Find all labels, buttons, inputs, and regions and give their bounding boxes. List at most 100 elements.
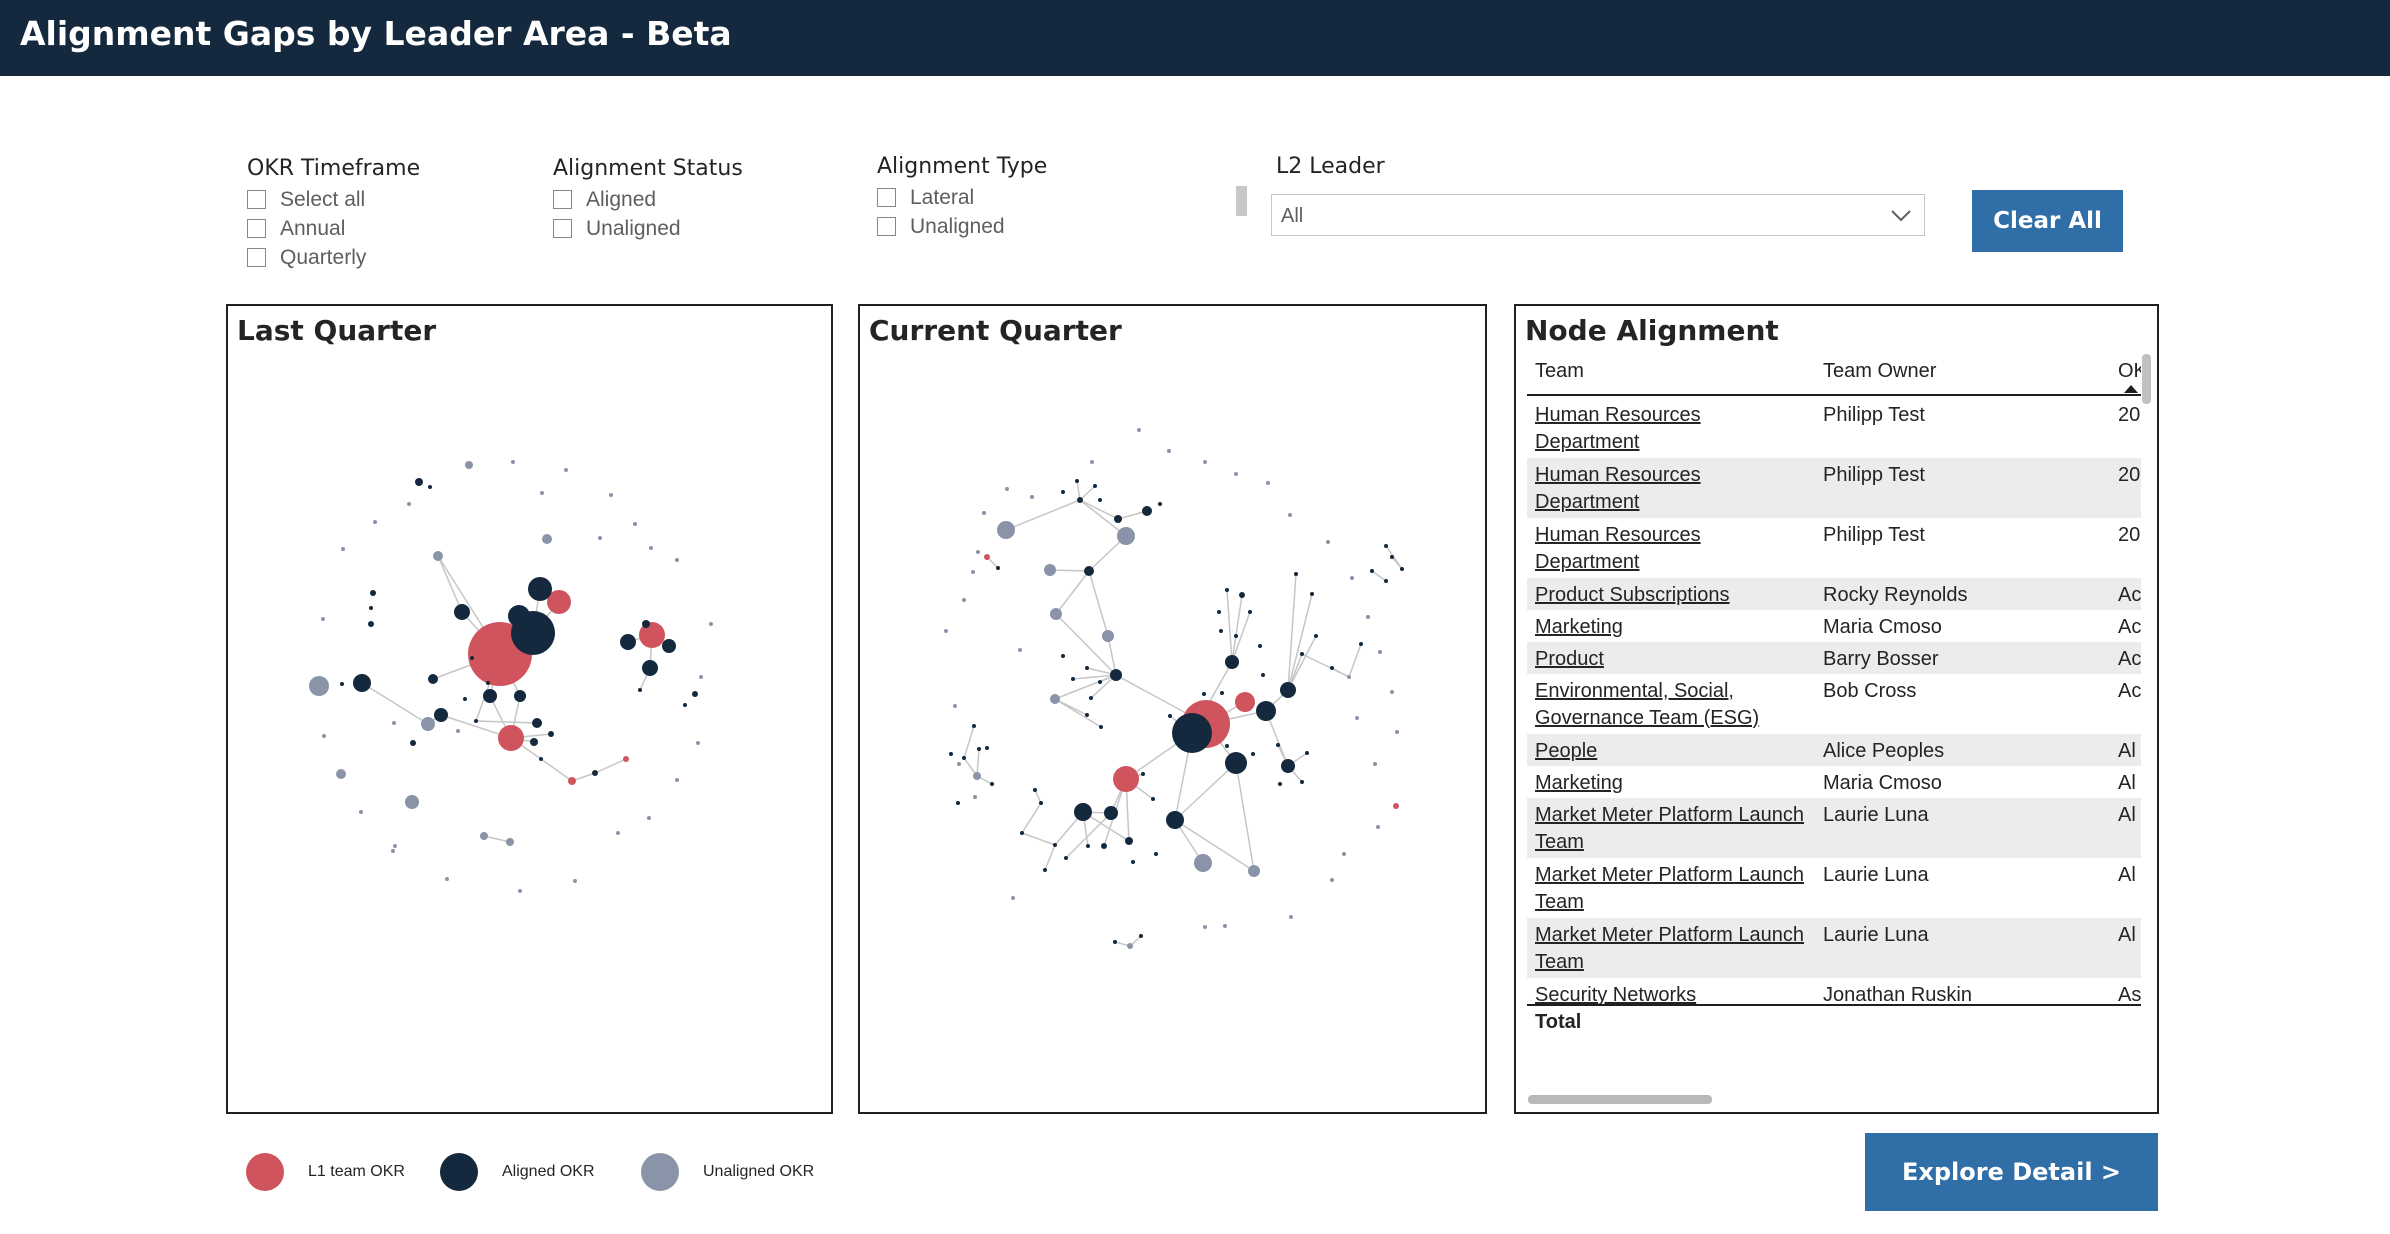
aligned-okr-node[interactable] bbox=[1310, 592, 1314, 596]
unaligned-okr-node[interactable] bbox=[336, 769, 346, 779]
aligned-okr-node[interactable] bbox=[514, 690, 526, 702]
aligned-okr-node[interactable] bbox=[1075, 479, 1079, 483]
explore-detail-button[interactable]: Explore Detail > bbox=[1865, 1133, 2158, 1211]
unaligned-okr-node[interactable] bbox=[1194, 854, 1212, 872]
unaligned-okr-node[interactable] bbox=[506, 838, 514, 846]
unaligned-okr-node[interactable] bbox=[564, 468, 568, 472]
table-row[interactable]: Product Subscriptions Rocky Reynolds Ac bbox=[1527, 578, 2141, 610]
team-cell[interactable]: People bbox=[1535, 740, 1598, 762]
unaligned-okr-node[interactable] bbox=[445, 877, 449, 881]
aligned-okr-node[interactable] bbox=[1390, 555, 1394, 559]
unaligned-okr-node[interactable] bbox=[1376, 825, 1380, 829]
filter-lateral[interactable]: Lateral bbox=[877, 183, 1047, 212]
unaligned-okr-node[interactable] bbox=[480, 832, 488, 840]
aligned-okr-node[interactable] bbox=[353, 674, 371, 692]
unaligned-okr-node[interactable] bbox=[373, 520, 377, 524]
l1-team-okr-node[interactable] bbox=[1113, 766, 1139, 792]
aligned-okr-node[interactable] bbox=[1225, 744, 1229, 748]
aligned-okr-node[interactable] bbox=[1305, 751, 1309, 755]
l1-team-okr-node[interactable] bbox=[568, 777, 576, 785]
l1-team-okr-node[interactable] bbox=[623, 756, 629, 762]
unaligned-okr-node[interactable] bbox=[1366, 615, 1370, 619]
aligned-okr-node[interactable] bbox=[1300, 652, 1304, 656]
aligned-okr-node[interactable] bbox=[1330, 666, 1334, 670]
aligned-okr-node[interactable] bbox=[1251, 752, 1255, 756]
aligned-okr-node[interactable] bbox=[548, 731, 554, 737]
table-row[interactable]: Market Meter Platform Launch Team Laurie … bbox=[1527, 858, 2141, 918]
unaligned-okr-node[interactable] bbox=[1355, 716, 1359, 720]
l1-team-okr-node[interactable] bbox=[984, 554, 990, 560]
aligned-okr-node[interactable] bbox=[662, 639, 676, 653]
unaligned-okr-node[interactable] bbox=[973, 772, 981, 780]
unaligned-okr-node[interactable] bbox=[1248, 865, 1260, 877]
aligned-okr-node[interactable] bbox=[1202, 692, 1206, 696]
unaligned-okr-node[interactable] bbox=[1137, 428, 1141, 432]
table-row[interactable]: Human Resources Department Philipp Test 20 bbox=[1527, 518, 2141, 578]
checkbox[interactable] bbox=[247, 248, 266, 267]
aligned-okr-node[interactable] bbox=[474, 719, 478, 723]
vertical-scrollbar[interactable] bbox=[2142, 354, 2151, 404]
aligned-okr-node[interactable] bbox=[1154, 852, 1158, 856]
unaligned-okr-node[interactable] bbox=[359, 810, 363, 814]
aligned-okr-node[interactable] bbox=[1239, 592, 1245, 598]
aligned-okr-node[interactable] bbox=[1039, 801, 1043, 805]
checkbox[interactable] bbox=[247, 190, 266, 209]
table-row[interactable]: Security Networks Jonathan Ruskin As bbox=[1527, 978, 2141, 1004]
aligned-okr-node[interactable] bbox=[1139, 934, 1143, 938]
aligned-okr-node[interactable] bbox=[1071, 677, 1075, 681]
unaligned-okr-node[interactable] bbox=[997, 521, 1015, 539]
aligned-okr-node[interactable] bbox=[1261, 673, 1265, 677]
unaligned-okr-node[interactable] bbox=[953, 704, 957, 708]
team-cell[interactable]: Product bbox=[1535, 648, 1604, 670]
unaligned-okr-node[interactable] bbox=[944, 629, 948, 633]
unaligned-okr-node[interactable] bbox=[542, 534, 552, 544]
aligned-okr-node[interactable] bbox=[1089, 696, 1093, 700]
checkbox[interactable] bbox=[247, 219, 266, 238]
aligned-okr-node[interactable] bbox=[1142, 506, 1152, 516]
slicer-scrollbar[interactable] bbox=[1236, 186, 1247, 216]
aligned-okr-node[interactable] bbox=[1085, 713, 1089, 717]
aligned-okr-node[interactable] bbox=[528, 577, 552, 601]
unaligned-okr-node[interactable] bbox=[1011, 896, 1015, 900]
unaligned-okr-node[interactable] bbox=[1378, 650, 1382, 654]
horizontal-scrollbar[interactable] bbox=[1528, 1095, 1712, 1104]
aligned-okr-node[interactable] bbox=[956, 801, 960, 805]
aligned-okr-node[interactable] bbox=[985, 746, 989, 750]
unaligned-okr-node[interactable] bbox=[1117, 527, 1135, 545]
unaligned-okr-node[interactable] bbox=[633, 522, 637, 526]
unaligned-okr-node[interactable] bbox=[1342, 852, 1346, 856]
l2-leader-dropdown[interactable]: All bbox=[1271, 194, 1925, 236]
unaligned-okr-node[interactable] bbox=[973, 795, 977, 799]
table-row[interactable]: Human Resources Department Philipp Test 20… bbox=[1527, 398, 2141, 458]
aligned-okr-node[interactable] bbox=[977, 747, 981, 751]
unaligned-okr-node[interactable] bbox=[1390, 690, 1394, 694]
filter-type-unaligned[interactable]: Unaligned bbox=[877, 212, 1047, 241]
aligned-okr-node[interactable] bbox=[1110, 669, 1122, 681]
aligned-okr-node[interactable] bbox=[486, 681, 490, 685]
aligned-okr-node[interactable] bbox=[683, 703, 687, 707]
unaligned-okr-node[interactable] bbox=[405, 795, 419, 809]
filter-select-all[interactable]: Select all bbox=[247, 185, 420, 214]
aligned-okr-node[interactable] bbox=[592, 770, 598, 776]
unaligned-okr-node[interactable] bbox=[1289, 915, 1293, 919]
aligned-okr-node[interactable] bbox=[410, 740, 416, 746]
table-row[interactable]: Environmental, Social, Governance Team (… bbox=[1527, 674, 2141, 734]
unaligned-okr-node[interactable] bbox=[1050, 608, 1062, 620]
column-header-okr[interactable]: OKR bbox=[2118, 360, 2141, 382]
team-cell[interactable]: Human Resources Department bbox=[1535, 524, 1701, 573]
aligned-okr-node[interactable] bbox=[1225, 655, 1239, 669]
table-row[interactable]: Marketing Maria Cmoso Al bbox=[1527, 766, 2141, 798]
aligned-okr-node[interactable] bbox=[692, 691, 698, 697]
unaligned-okr-node[interactable] bbox=[1330, 878, 1334, 882]
unaligned-okr-node[interactable] bbox=[1018, 648, 1022, 652]
table-row[interactable]: Human Resources Department Philipp Test 20… bbox=[1527, 458, 2141, 518]
aligned-okr-node[interactable] bbox=[428, 485, 432, 489]
unaligned-okr-node[interactable] bbox=[456, 729, 460, 733]
filter-aligned[interactable]: Aligned bbox=[553, 185, 743, 214]
aligned-okr-node[interactable] bbox=[1033, 788, 1037, 792]
team-cell[interactable]: Marketing bbox=[1535, 616, 1623, 638]
checkbox[interactable] bbox=[553, 190, 572, 209]
aligned-okr-node[interactable] bbox=[1220, 691, 1224, 695]
aligned-okr-node[interactable] bbox=[642, 660, 658, 676]
unaligned-okr-node[interactable] bbox=[1347, 675, 1351, 679]
